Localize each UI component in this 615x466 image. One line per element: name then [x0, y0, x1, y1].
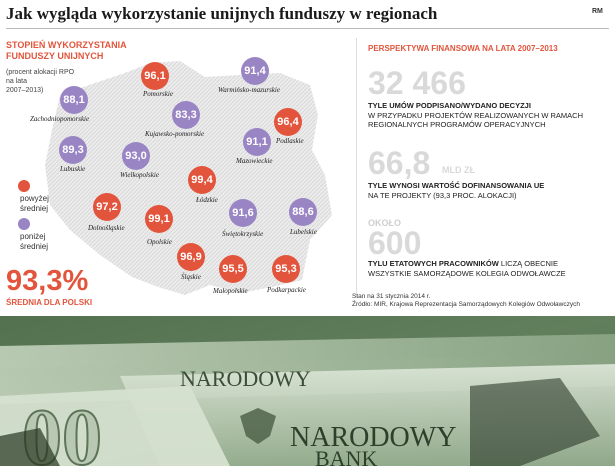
legend-below-line1: poniżej — [20, 232, 46, 241]
region-name-label: Opolskie — [147, 238, 172, 246]
stat1-bold: TYLE UMÓW PODPISANO/WYDANO DECYZJI — [368, 101, 531, 110]
legend-above-label: powyżej średniej — [20, 194, 49, 214]
region-name-label: Kujawsko-pomorskie — [145, 130, 205, 138]
legend-below-dot — [18, 218, 30, 230]
stat3-line1: TYLU ETATOWYCH PRACOWNIKÓW LICZĄ OBECNIE — [368, 259, 559, 268]
stat2-description: TYLE WYNOSI WARTOŚĆ DOFINANSOWANIA UE NA… — [368, 181, 598, 200]
region-name-label: Małopolskie — [213, 287, 248, 295]
legend-above-dot — [18, 180, 30, 192]
photo-text-2: NARODOWY — [290, 422, 456, 453]
region-value-bubble: 97,2 — [93, 193, 121, 221]
map-subheading-line3: 2007–2013) — [6, 87, 44, 94]
region-value-bubble: 99,4 — [188, 166, 216, 194]
column-divider — [356, 38, 357, 298]
source-note: Stan na 31 stycznia 2014 r. Źródło: MIR,… — [352, 293, 580, 309]
map-subheading-line1: (procent alokacji RPO — [6, 69, 75, 76]
region-name-label: Pomorskie — [143, 90, 173, 98]
photo-text-1: NARODOWY — [180, 366, 311, 391]
region-value-bubble: 83,3 — [172, 101, 200, 129]
map-heading: STOPIEŃ WYKORZYSTANIA FUNDUSZY UNIJNYCH — [6, 40, 146, 62]
region-name-label: Podlaskie — [276, 137, 304, 145]
title-divider — [6, 28, 609, 29]
stat2-value: 66,8 — [368, 145, 431, 181]
map-heading-line2: FUNDUSZY UNIJNYCH — [6, 51, 104, 61]
region-name-label: Warmińsko-mazurskie — [218, 86, 280, 94]
photo-text-3: BANK — [315, 446, 377, 466]
region-name-label: Podkarpackie — [267, 286, 306, 294]
stat1-line3: REGIONALNYCH PROGRAMÓW OPERACYJNYCH — [368, 120, 546, 129]
map-subheading: (procent alokacji RPO na lata 2007–2013) — [6, 68, 76, 95]
average-label: ŚREDNIA DLA POLSKI — [6, 298, 93, 307]
region-value-bubble: 91,6 — [229, 199, 257, 227]
stat3-line2: WSZYSTKIE SAMORZĄDOWE KOLEGIA ODWOŁAWCZE — [368, 268, 566, 278]
region-name-label: Śląskie — [181, 273, 201, 281]
region-value-bubble: 95,5 — [219, 255, 247, 283]
region-name-label: Wielkopolskie — [120, 171, 159, 179]
source-attribution: Źródło: MIR, Krajowa Reprezentacja Samor… — [352, 301, 580, 308]
average-value: 93,3% — [6, 265, 89, 297]
region-value-bubble: 96,4 — [274, 108, 302, 136]
region-value-bubble: 99,1 — [145, 205, 173, 233]
region-name-label: Lubelskie — [290, 228, 317, 236]
stat1-description: TYLE UMÓW PODPISANO/WYDANO DECYZJI W PRZ… — [368, 101, 598, 130]
region-value-bubble: 93,0 — [122, 142, 150, 170]
map-subheading-line2: na lata — [6, 78, 28, 85]
stat1-value: 32 466 — [368, 65, 466, 101]
region-value-bubble: 91,1 — [243, 128, 271, 156]
region-name-label: Świętokrzyskie — [222, 230, 264, 238]
banknotes-photo: 00 NARODOWY NARODOWY BANK — [0, 316, 615, 466]
region-value-bubble: 88,6 — [289, 198, 317, 226]
region-value-bubble: 96,9 — [177, 243, 205, 271]
region-value-bubble: 89,3 — [59, 136, 87, 164]
stats-heading: PERSPEKTYWA FINANSOWA NA LATA 2007–2013 — [368, 44, 558, 53]
region-name-label: Dolnośląskie — [88, 224, 125, 232]
region-name-label: Lubuskie — [60, 165, 86, 173]
stat2-unit: MLD ZŁ — [442, 165, 475, 175]
region-name-label: Mazowieckie — [236, 157, 273, 165]
publisher-logo: RM — [592, 8, 603, 15]
map-heading-line1: STOPIEŃ WYKORZYSTANIA — [6, 40, 127, 50]
region-name-label: Zachodniopomorskie — [30, 115, 90, 123]
source-date: Stan na 31 stycznia 2014 r. — [352, 293, 431, 300]
legend-above-line2: średniej — [20, 204, 49, 213]
page-title: Jak wygląda wykorzystanie unijnych fundu… — [6, 4, 438, 23]
region-value-bubble: 96,1 — [141, 62, 169, 90]
region-name-label: Łódzkie — [196, 196, 218, 204]
legend-above-line1: powyżej — [20, 194, 49, 203]
legend-below-line2: średniej — [20, 242, 49, 251]
stat1-line2: W PRZYPADKU PROJEKTÓW REALIZOWANYCH W RA… — [368, 110, 584, 120]
region-value-bubble: 88,1 — [60, 86, 88, 114]
stat3-prefix: OKOŁO — [368, 218, 401, 228]
region-value-bubble: 91,4 — [241, 57, 269, 85]
region-value-bubble: 95,3 — [272, 255, 300, 283]
stat2-line2: NA TE PROJEKTY (93,3 PROC. ALOKACJI) — [368, 190, 517, 200]
stat3-description: TYLU ETATOWYCH PRACOWNIKÓW LICZĄ OBECNIE… — [368, 259, 598, 278]
legend-below-label: poniżej średniej — [20, 232, 48, 252]
stat3-value: 600 — [368, 225, 422, 261]
stat2-bold: TYLE WYNOSI WARTOŚĆ DOFINANSOWANIA UE — [368, 181, 545, 190]
